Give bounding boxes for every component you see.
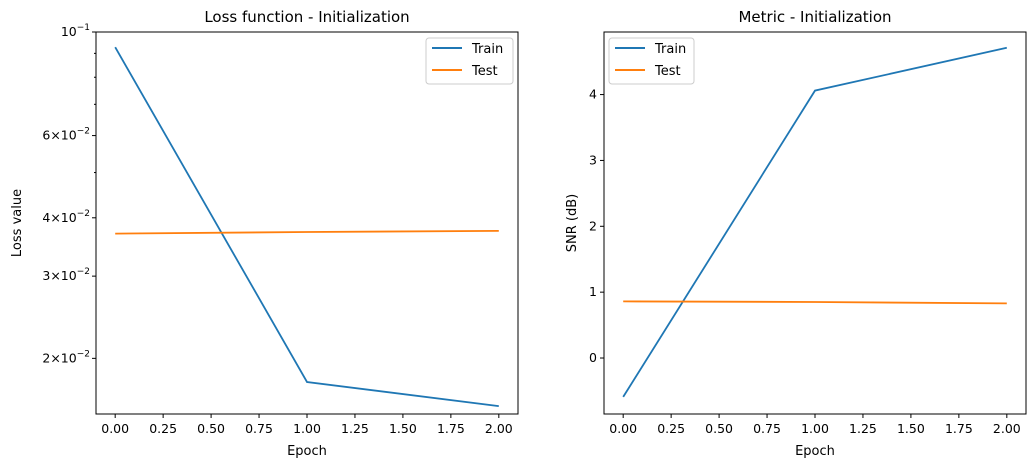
- metric-legend-box: [608, 37, 695, 85]
- loss-series-train-line: [114, 46, 499, 407]
- loss-y-tick-label: 4×10−2: [42, 209, 90, 225]
- metric-x-tick-label: 1.75: [945, 421, 973, 436]
- loss-x-tick-label: 0.25: [149, 421, 177, 436]
- metric-legend: Train Test: [608, 37, 695, 85]
- metric-x-tick-label: 0.75: [753, 421, 781, 436]
- loss-chart-title: Loss function - Initialization: [204, 8, 409, 26]
- loss-legend-box: [425, 37, 514, 85]
- loss-x-tick-label: 2.00: [485, 421, 513, 436]
- loss-x-ticks: 0.00 0.25 0.50 0.75 1.00 1.25 1.50 1.75 2.00: [101, 414, 513, 436]
- metric-x-axis-label: Epoch: [795, 444, 835, 459]
- loss-x-tick-label: 0.50: [197, 421, 225, 436]
- metric-y-tick-label: 0: [589, 350, 597, 365]
- loss-x-tick-label: 0.75: [245, 421, 273, 436]
- metric-legend-train-label: Train: [654, 42, 686, 57]
- loss-legend-test-label: Test: [471, 64, 498, 79]
- metric-y-tick-label: 3: [589, 152, 597, 167]
- loss-y-axis-label: Loss value: [10, 189, 25, 257]
- metric-y-tick-label: 1: [589, 284, 597, 299]
- loss-y-tick-label: 6×10−2: [42, 127, 90, 143]
- metric-x-tick-label: 1.00: [801, 421, 829, 436]
- metric-series-test-line: [623, 300, 1007, 305]
- metric-x-tick-label: 0.25: [657, 421, 685, 436]
- metric-x-ticks: 0.00 0.25 0.50 0.75 1.00 1.25 1.50 1.75 2.00: [609, 414, 1021, 436]
- metric-y-tick-label: 2: [589, 218, 597, 233]
- loss-x-tick-label: 1.25: [341, 421, 369, 436]
- metric-series-train-line: [622, 46, 1007, 398]
- metric-y-axis-label: SNR (dB): [565, 194, 580, 252]
- metric-x-tick-label: 1.25: [849, 421, 877, 436]
- metric-legend-test-label: Test: [654, 64, 681, 79]
- loss-series-test-line: [115, 230, 499, 235]
- loss-y-tick-label: 3×10−2: [42, 267, 90, 283]
- metric-y-tick-label: 4: [589, 87, 597, 102]
- loss-x-tick-label: 0.00: [101, 421, 129, 436]
- loss-subplot: Loss function - Initialization 0.00 0.25 0…: [10, 8, 519, 459]
- loss-x-tick-label: 1.00: [293, 421, 321, 436]
- loss-x-tick-label: 1.50: [389, 421, 417, 436]
- metric-x-tick-label: 2.00: [993, 421, 1021, 436]
- metric-y-ticks: 0 1 2 3 4: [589, 87, 604, 365]
- metric-x-tick-label: 0.00: [609, 421, 637, 436]
- metric-subplot: Metric - Initialization 0.00 0.25 0.50 0.75…: [565, 8, 1027, 459]
- loss-y-tick-label: 2×10−2: [42, 349, 90, 365]
- loss-y-tick-label: 10−1: [61, 23, 90, 39]
- loss-legend: Train Test: [425, 37, 514, 85]
- metric-x-tick-label: 1.50: [897, 421, 925, 436]
- loss-y-ticks: 10−1 6×10−2 4×10−2 3×10−2 2×10−2: [42, 23, 96, 365]
- loss-legend-train-label: Train: [471, 42, 503, 57]
- loss-plot-area: [114, 46, 499, 407]
- metric-plot-area: [622, 46, 1007, 398]
- metric-chart-title: Metric - Initialization: [738, 8, 891, 26]
- metric-x-tick-label: 0.50: [705, 421, 733, 436]
- metric-axes-frame: [603, 31, 1027, 415]
- loss-axes-frame: [95, 31, 519, 415]
- loss-x-tick-label: 1.75: [437, 421, 465, 436]
- loss-x-axis-label: Epoch: [287, 444, 327, 459]
